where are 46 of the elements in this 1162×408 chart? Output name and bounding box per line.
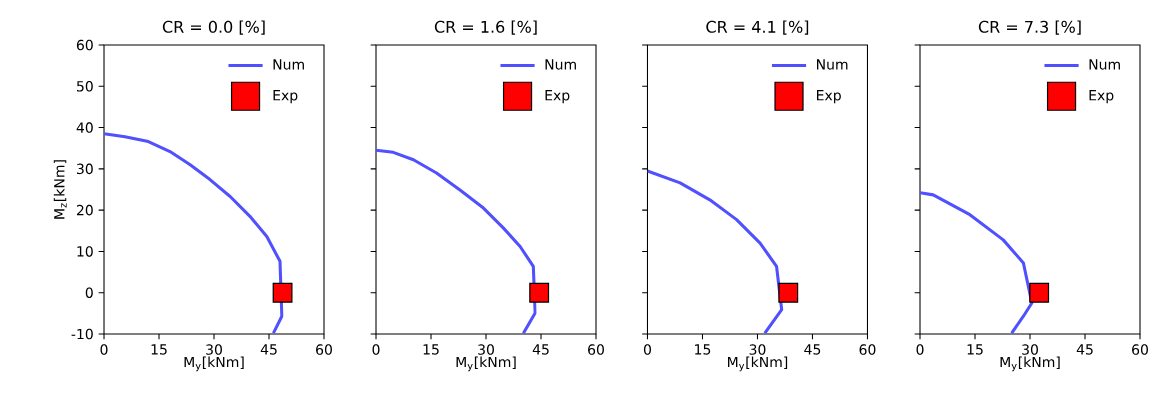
legend-label: Exp [273,90,298,104]
y-axis-title: M$_{z}$[kNm] [53,160,67,219]
chart-title: CR = 7.3 [%] [978,20,1081,35]
x-tick-label: 60 [316,344,332,355]
x-tick-label: 15 [423,344,439,355]
y-tick-label: 0 [85,287,93,298]
x-tick-label: 0 [100,344,108,355]
line-series [104,132,284,334]
x-tick-label: 15 [695,344,711,355]
x-tick-label: 60 [588,344,604,355]
x-tick-label: 45 [1076,344,1093,355]
x-tick-label: 30 [749,344,766,355]
x-tick-label: 30 [1022,344,1038,355]
y-tick-label: 20 [76,204,93,216]
x-tick-label: 15 [151,344,167,355]
x-tick-label: 0 [372,344,380,355]
y-tick-label: 30 [76,163,93,175]
x-tick-label: 45 [260,344,277,355]
chart-title: CR = 1.6 [%] [434,20,537,35]
y-tick-label: 10 [77,246,93,257]
y-tick-label: 60 [76,39,93,51]
x-tick-label: 30 [206,344,222,355]
x-axis-title: M$_{y}$[kNm] [456,356,516,372]
y-tick-label: 40 [76,122,93,133]
x-axis-title: M$_{y}$[kNm] [184,356,244,372]
legend-label: Exp [817,90,841,104]
chart-title: CR = 0.0 [%] [162,20,265,35]
x-tick-label: 45 [804,344,821,355]
x-tick-label: 0 [916,344,924,355]
x-tick-label: 45 [532,344,549,355]
y-tick-label: 50 [77,81,93,92]
legend-label: Num [1089,59,1120,70]
legend-label: Num [273,59,304,70]
legend-label: Exp [545,90,570,104]
legend-label: Num [545,59,576,70]
chart-title: CR = 4.1 [%] [706,20,809,35]
x-tick-label: 15 [967,344,983,355]
y-tick-label: -10 [71,328,93,340]
x-axis-title: M$_{y}$[kNm] [728,356,788,372]
x-tick-label: 60 [1132,344,1148,355]
x-tick-label: 0 [643,344,651,355]
x-axis-title: M$_{y}$[kNm] [1000,356,1060,372]
x-tick-label: 30 [478,344,494,355]
x-tick-label: 60 [859,344,876,355]
legend-label: Exp [1089,90,1114,104]
legend-label: Num [817,59,848,70]
